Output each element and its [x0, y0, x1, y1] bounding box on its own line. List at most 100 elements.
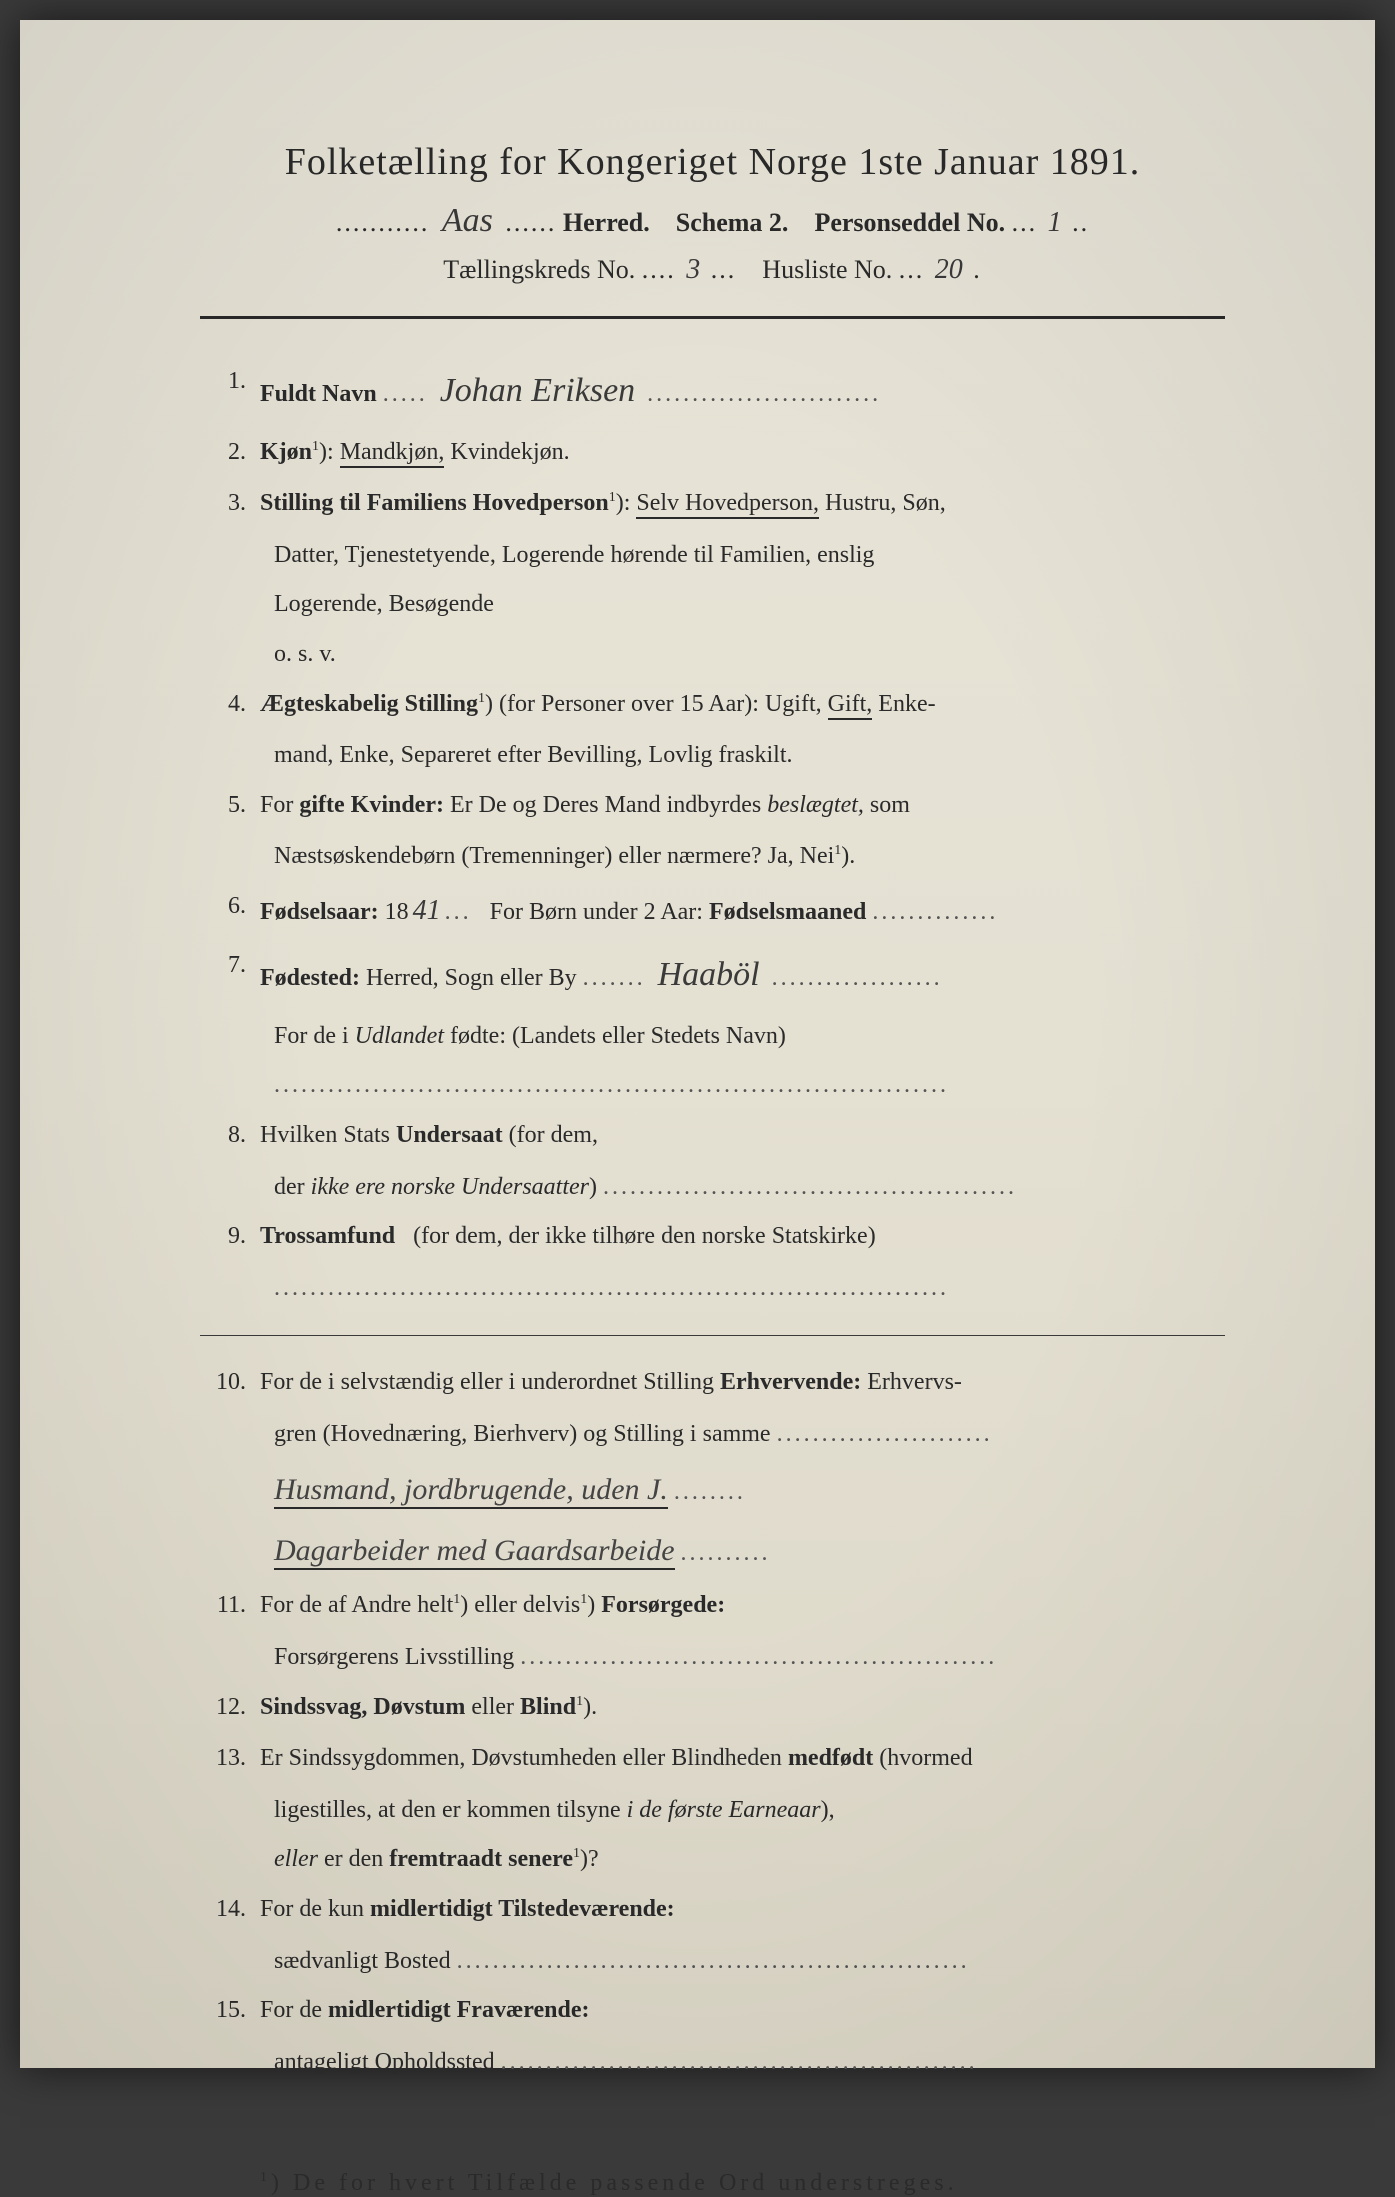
item-5: 5. For gifte Kvinder: Er De og Deres Man… [200, 783, 1225, 829]
q12-text1: eller [471, 1694, 514, 1720]
form-header: Folketælling for Kongeriget Norge 1ste J… [200, 140, 1225, 286]
q7-blank: ........................................… [200, 1063, 1225, 1109]
item-num: 13. [200, 1736, 260, 1782]
q11-text1: For de af Andre helt [260, 1592, 453, 1618]
q14-bold1: midlertidigt Tilstedeværende: [370, 1896, 675, 1922]
q4-paren: (for Personer over 15 Aar): [499, 691, 759, 717]
header-line-3: Tællingskreds No. .... 3 ... Husliste No… [200, 254, 1225, 286]
q8-bold1: Undersaat [396, 1122, 503, 1148]
q8-line2: der ikke ere norske Undersaatter) ......… [200, 1165, 1225, 1211]
q6-year: 41 [409, 895, 445, 926]
q12-bold1: Sindssvag, Døvstum [260, 1694, 465, 1720]
herred-value: Aas [436, 202, 499, 240]
q4-text1: Ugift, [765, 691, 822, 717]
item-num: 5. [200, 783, 260, 829]
q13-bold1: medfødt [788, 1745, 873, 1771]
q9-blank: ........................................… [200, 1266, 1225, 1312]
q5-bold1: gifte Kvinder: [299, 792, 444, 818]
item-11: 11. For de af Andre helt1) eller delvis1… [200, 1583, 1225, 1629]
item-num: 12. [200, 1685, 260, 1731]
q7-text1: Herred, Sogn eller By [366, 965, 577, 991]
footnote: 1) De for hvert Tilfælde passende Ord un… [200, 2170, 1225, 2197]
item-1: 1. Fuldt Navn ..... Johan Eriksen ......… [200, 359, 1225, 424]
form-title: Folketælling for Kongeriget Norge 1ste J… [200, 140, 1225, 184]
q5-text3: som [870, 792, 910, 818]
q10-text2: Erhvervs- [867, 1369, 962, 1395]
q1-label: Fuldt Navn [260, 381, 377, 407]
q6-bold2: Fødselsmaaned [709, 899, 866, 925]
item-num: 1. [200, 359, 260, 424]
item-num: 10. [200, 1360, 260, 1406]
q7-line2: For de i Udlandet fødte: (Landets eller … [200, 1014, 1225, 1060]
q3-selected: Selv Hovedperson, [636, 490, 819, 519]
q5-text1: For [260, 792, 293, 818]
q11-bold1: Forsørgede: [601, 1592, 725, 1618]
header-line-2: ........... Aas ...... Herred. Schema 2.… [200, 202, 1225, 240]
q13-line2: ligestilles, at den er kommen tilsyne i … [200, 1788, 1225, 1834]
q10-hw2: Dagarbeider med Gaardsarbeide .......... [200, 1522, 1225, 1579]
q15-bold1: midlertidigt Fraværende: [328, 1997, 590, 2023]
q6-prefix: 18 [385, 899, 409, 925]
item-4: 4. Ægteskabelig Stilling1) (for Personer… [200, 682, 1225, 728]
q4-selected: Gift, [828, 691, 873, 720]
q8-text2: (for dem, [509, 1122, 598, 1148]
q14-text1: For de kun [260, 1896, 364, 1922]
q1-value: Johan Eriksen [434, 359, 641, 424]
q9-bold1: Trossamfund [260, 1223, 395, 1249]
item-num: 3. [200, 481, 260, 527]
q2-selected: Mandkjøn, [340, 439, 445, 468]
q15-line2: antageligt Opholdssted .................… [200, 2040, 1225, 2086]
q5-line2: Næstsøskendebørn (Tremenninger) eller næ… [200, 834, 1225, 880]
divider-bottom [200, 2109, 1225, 2110]
schema-label: Schema 2. [676, 208, 789, 237]
item-3: 3. Stilling til Familiens Hovedperson1):… [200, 481, 1225, 527]
q7-place: Haaböl [652, 943, 766, 1008]
item-12: 12. Sindssvag, Døvstum eller Blind1). [200, 1685, 1225, 1731]
item-9: 9. Trossamfund (for dem, der ikke tilhør… [200, 1214, 1225, 1260]
q9-text1: (for dem, der ikke tilhøre den norske St… [413, 1223, 876, 1249]
item-num: 6. [200, 884, 260, 937]
q3-line3: Logerende, Besøgende [200, 582, 1225, 628]
item-2: 2. Kjøn1): Mandkjøn, Kvindekjøn. [200, 430, 1225, 476]
husliste-value: 20 [931, 254, 967, 285]
personseddel-value: 1 [1044, 207, 1066, 238]
herred-label: Herred. [563, 208, 650, 237]
census-form-page: Folketælling for Kongeriget Norge 1ste J… [20, 20, 1375, 2068]
item-num: 15. [200, 1988, 260, 2034]
item-num: 8. [200, 1113, 260, 1159]
q10-line2: gren (Hovednæring, Bierhverv) og Stillin… [200, 1412, 1225, 1458]
q13-text1: Er Sindssygdommen, Døvstumheden eller Bl… [260, 1745, 782, 1771]
q13-line3: eller er den fremtraadt senere1)? [200, 1837, 1225, 1883]
q11-text2: eller delvis [474, 1592, 580, 1618]
item-14: 14. For de kun midlertidigt Tilstedevære… [200, 1887, 1225, 1933]
item-num: 14. [200, 1887, 260, 1933]
item-num: 4. [200, 682, 260, 728]
kreds-value: 3 [682, 254, 704, 285]
q5-text2: Er De og Deres Mand indbyrdes [450, 792, 761, 818]
q3-label: Stilling til Familiens Hovedperson [260, 490, 609, 516]
form-items: 1. Fuldt Navn ..... Johan Eriksen ......… [200, 359, 1225, 2085]
q10-bold1: Erhvervende: [720, 1369, 861, 1395]
q2-rest: Kvindekjøn. [450, 439, 569, 465]
personseddel-label: Personseddel No. [814, 208, 1005, 237]
item-7: 7. Fødested: Herred, Sogn eller By .....… [200, 943, 1225, 1008]
q11-line2: Forsørgerens Livsstilling ..............… [200, 1635, 1225, 1681]
q3-line2: Datter, Tjenestetyende, Logerende hørend… [200, 533, 1225, 579]
q2-label: Kjøn [260, 439, 312, 465]
item-num: 2. [200, 430, 260, 476]
kreds-label: Tællingskreds No. [443, 255, 635, 284]
q3-line4: o. s. v. [200, 632, 1225, 678]
q3-rest1: Hustru, Søn, [825, 490, 946, 516]
q6-label: Fødselsaar: [260, 899, 379, 925]
q10-text1: For de i selvstændig eller i underordnet… [260, 1369, 714, 1395]
item-13: 13. Er Sindssygdommen, Døvstumheden elle… [200, 1736, 1225, 1782]
item-6: 6. Fødselsaar: 1841... For Børn under 2 … [200, 884, 1225, 937]
q4-text2: Enke- [878, 691, 935, 717]
q10-hw1: Husmand, jordbrugende, uden J. ........ [200, 1461, 1225, 1518]
q5-italic1: beslægtet, [767, 792, 864, 818]
divider-top [200, 316, 1225, 319]
q7-label: Fødested: [260, 965, 360, 991]
q4-line2: mand, Enke, Separeret efter Bevilling, L… [200, 733, 1225, 779]
q12-bold2: Blind [520, 1694, 576, 1720]
husliste-label: Husliste No. [762, 255, 892, 284]
